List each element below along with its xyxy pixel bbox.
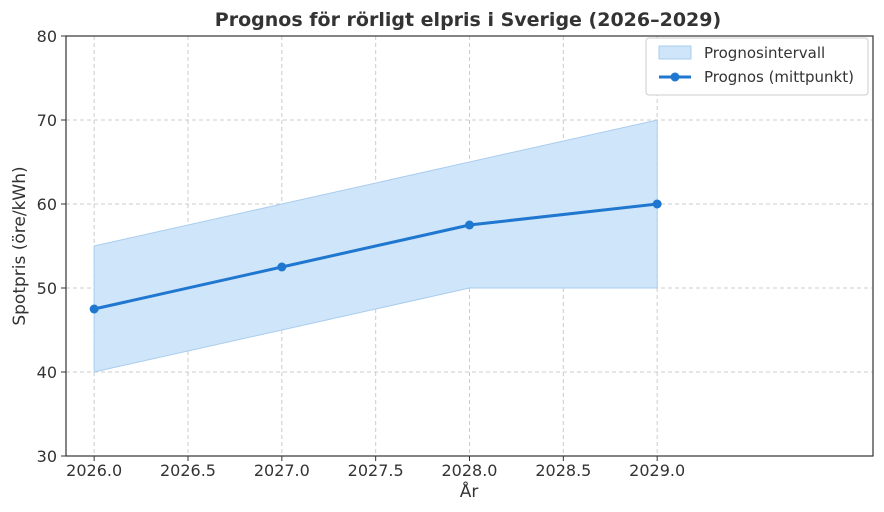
legend-line-label: Prognos (mittpunkt): [704, 68, 854, 86]
y-axis-ticks: 30 40 50 60 70 80: [37, 27, 66, 466]
y-tick-label: 80: [37, 27, 57, 46]
x-tick-label: 2027.5: [348, 461, 404, 480]
x-tick-label: 2026.0: [66, 461, 122, 480]
y-tick-label: 40: [37, 363, 57, 382]
legend-frame: [645, 37, 869, 96]
chart-title: Prognos för rörligt elpris i Sverige (20…: [215, 9, 721, 31]
series-line: [93, 202, 658, 311]
x-tick-label: 2026.5: [160, 461, 216, 480]
legend-band-swatch: [658, 45, 692, 60]
legend-marker-swatch: [670, 72, 680, 82]
x-tick-label: 2028.5: [535, 461, 591, 480]
legend-band-label: Prognosintervall: [704, 44, 825, 62]
x-tick-label: 2028.0: [442, 461, 498, 480]
data-point: [652, 199, 662, 209]
y-tick-label: 30: [37, 447, 57, 466]
forecast-line: [89, 199, 662, 314]
y-axis-label: Spotpris (öre/kWh): [10, 166, 30, 325]
data-point: [277, 262, 287, 272]
y-tick-label: 70: [37, 111, 57, 130]
x-axis-label: År: [460, 480, 479, 502]
legend: Prognosintervall Prognos (mittpunkt): [645, 37, 869, 96]
x-tick-label: 2029.0: [629, 461, 685, 480]
y-tick-label: 50: [37, 279, 57, 298]
y-tick-label: 60: [37, 195, 57, 214]
x-axis-ticks: 2026.0 2026.5 2027.0 2027.5 2028.0 2028.5 2029…: [66, 456, 685, 480]
data-point: [89, 304, 99, 314]
data-point: [465, 220, 474, 230]
x-tick-label: 2027.0: [254, 461, 310, 480]
